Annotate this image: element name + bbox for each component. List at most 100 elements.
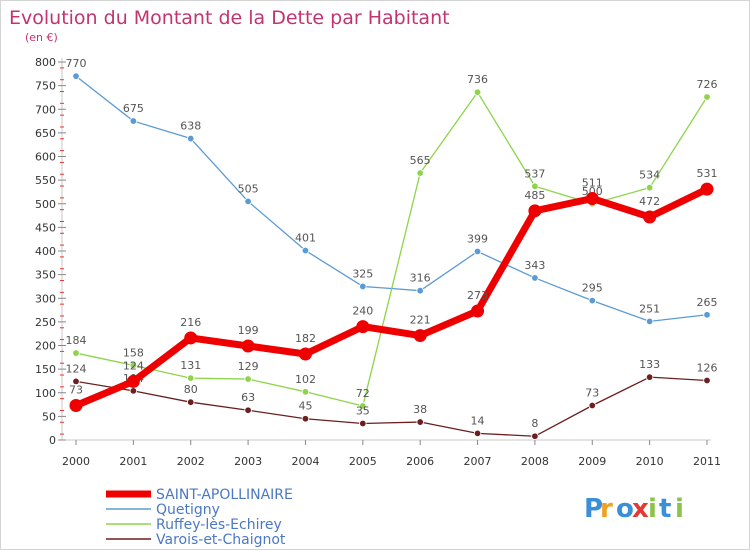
data-label: 124 (123, 359, 144, 372)
data-label: 251 (639, 302, 660, 315)
data-point (359, 282, 367, 291)
data-point (301, 415, 310, 423)
y-tick-label: 250 (35, 316, 56, 329)
data-point (301, 388, 310, 396)
axes: 0 50 100 150 200 250 300 350 400 450 500 550 600 650 7… (35, 56, 721, 468)
data-label: 199 (238, 324, 259, 337)
data-point (645, 373, 654, 381)
y-tick-label: 100 (35, 387, 56, 400)
brand-letter: i (648, 494, 657, 524)
data-point (416, 169, 424, 177)
y-tick-label: 550 (35, 174, 56, 187)
data-label: 126 (697, 361, 718, 374)
data-point (700, 182, 714, 196)
y-tick-label: 800 (35, 56, 56, 69)
data-label: 73 (585, 387, 599, 400)
x-tick-label: 2005 (349, 455, 377, 468)
data-point (72, 72, 80, 80)
series-line (72, 185, 711, 410)
x-tick-label: 2001 (119, 455, 147, 468)
data-label: 158 (123, 346, 144, 359)
data-label: 500 (582, 185, 603, 198)
data-point (531, 182, 539, 190)
data-point (187, 374, 195, 382)
legend-label: Quetigny (156, 502, 220, 518)
data-label: 485 (524, 189, 545, 202)
data-label: 537 (524, 167, 545, 180)
data-point (126, 374, 140, 388)
chart-subtitle: (en €) (25, 31, 58, 44)
y-tick-label: 150 (35, 363, 56, 376)
y-tick-label: 700 (35, 103, 56, 116)
brand-letter: P (584, 494, 603, 524)
x-tick-label: 2011 (693, 455, 721, 468)
data-label: 73 (69, 384, 83, 397)
data-label: 184 (66, 334, 87, 347)
brand-letter: o (616, 494, 634, 524)
data-label: 273 (467, 289, 488, 302)
data-point (129, 361, 138, 370)
brand-letter: i (675, 494, 684, 524)
x-tick-label: 2000 (62, 455, 90, 468)
x-tick-label: 2010 (636, 455, 664, 468)
x-tick-label: 2007 (464, 455, 492, 468)
x-tick-label: 2002 (177, 455, 205, 468)
data-label: 124 (66, 362, 87, 375)
legend-label: SAINT-APOLLINAIRE (156, 487, 293, 503)
data-point (643, 210, 657, 224)
data-point (244, 197, 252, 206)
data-label: 295 (582, 282, 603, 295)
data-label: 399 (467, 232, 488, 245)
brand-letter: t (659, 494, 671, 524)
data-label: 129 (238, 360, 259, 373)
y-tick-label: 750 (35, 80, 56, 93)
data-point (588, 296, 596, 305)
data-point (298, 347, 312, 361)
data-point (531, 432, 539, 440)
data-point (531, 274, 539, 282)
data-point (473, 247, 482, 256)
y-tick-label: 650 (35, 127, 56, 140)
data-point (585, 192, 599, 206)
data-label: 182 (295, 332, 316, 345)
data-label: 343 (524, 259, 545, 272)
data-point (471, 304, 485, 318)
data-point (473, 429, 482, 438)
data-label: 638 (180, 120, 201, 133)
y-tick-label: 300 (35, 292, 56, 305)
data-point (416, 286, 424, 295)
data-point (703, 376, 711, 385)
data-point (244, 375, 252, 383)
data-label: 511 (582, 177, 603, 190)
brand-letter: r (600, 494, 613, 524)
data-point (184, 331, 198, 345)
y-tick-label: 600 (35, 151, 56, 164)
brand-letter: x (632, 494, 649, 524)
data-point (645, 317, 654, 326)
data-point (359, 402, 367, 410)
data-label: 221 (410, 314, 431, 327)
y-tick-label: 50 (42, 410, 56, 423)
y-tick-label: 0 (49, 434, 56, 447)
data-label: 45 (298, 400, 312, 413)
y-tick-label: 400 (35, 245, 56, 258)
series-line (75, 376, 708, 437)
x-tick-label: 2003 (234, 455, 262, 468)
data-label: 736 (467, 73, 488, 86)
data-point (528, 204, 542, 218)
data-label: 72 (356, 387, 370, 400)
data-label: 38 (413, 403, 427, 416)
data-point (359, 419, 367, 428)
data-label: 505 (238, 182, 259, 195)
data-label: 14 (471, 414, 485, 427)
data-label: 726 (697, 78, 718, 91)
x-tick-label: 2006 (406, 455, 434, 468)
y-tick-label: 500 (35, 198, 56, 211)
data-label: 265 (697, 296, 718, 309)
series-line (75, 91, 708, 407)
data-label: 565 (410, 154, 431, 167)
y-tick-label: 350 (35, 269, 56, 282)
proxiti-logo: Pr ox i t i (584, 494, 684, 524)
data-point (413, 329, 427, 343)
data-label: 472 (639, 195, 660, 208)
